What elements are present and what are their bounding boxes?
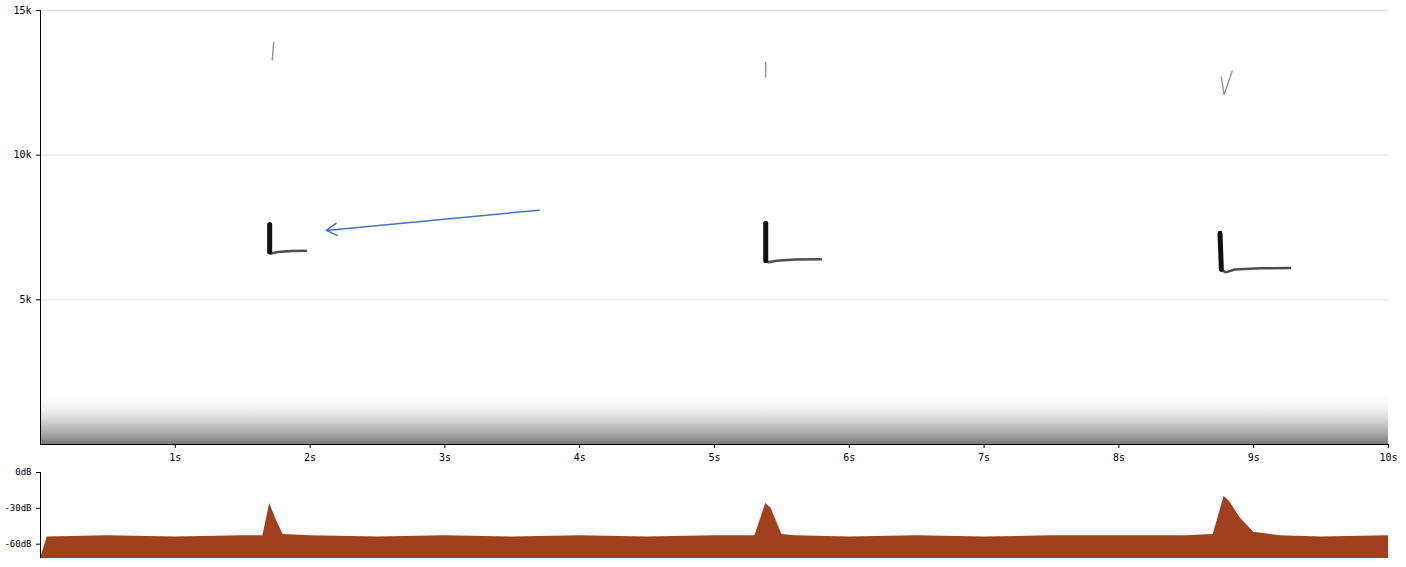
- svg-text:15k: 15k: [13, 5, 31, 16]
- svg-text:-60dB: -60dB: [4, 539, 31, 549]
- svg-text:1s: 1s: [169, 452, 181, 463]
- svg-text:2s: 2s: [304, 452, 316, 463]
- svg-text:10k: 10k: [13, 149, 31, 160]
- svg-text:5k: 5k: [19, 294, 31, 305]
- svg-text:3s: 3s: [439, 452, 451, 463]
- svg-text:9s: 9s: [1248, 452, 1260, 463]
- svg-text:0dB: 0dB: [15, 467, 31, 477]
- svg-text:7s: 7s: [978, 452, 990, 463]
- svg-text:8s: 8s: [1113, 452, 1125, 463]
- svg-text:5s: 5s: [708, 452, 720, 463]
- svg-text:-30dB: -30dB: [4, 503, 31, 513]
- svg-text:6s: 6s: [843, 452, 855, 463]
- svg-text:10s: 10s: [1379, 452, 1397, 463]
- svg-text:4s: 4s: [574, 452, 586, 463]
